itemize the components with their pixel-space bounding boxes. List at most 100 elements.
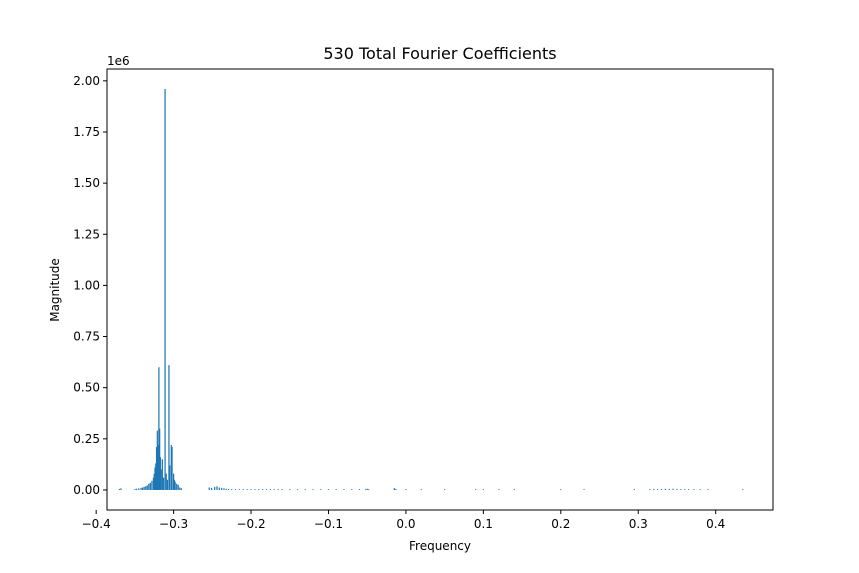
bar: [289, 489, 291, 490]
bar: [281, 489, 283, 490]
bar: [676, 488, 678, 490]
bar: [157, 444, 159, 490]
bar: [420, 489, 423, 490]
bar: [149, 482, 151, 490]
bar: [475, 489, 477, 490]
bar: [707, 489, 709, 490]
bar: [174, 481, 176, 490]
bar: [320, 489, 322, 490]
bar: [265, 489, 268, 490]
bar: [633, 489, 635, 490]
bar: [513, 489, 515, 490]
bar: [162, 477, 165, 490]
bar: [560, 489, 562, 490]
y-axis: 0.00 0.25 0.50 0.75 1.00 1.25 1.50 1.75 2.00: [73, 74, 107, 497]
bar: [668, 488, 670, 490]
bar: [179, 487, 181, 490]
bar: [366, 488, 368, 490]
y-tick-label: 1.50: [73, 176, 100, 190]
x-tick-label: −0.2: [236, 517, 265, 531]
bar: [210, 487, 213, 490]
y-tick-label: 0.25: [73, 432, 100, 446]
bar: [218, 487, 220, 490]
bar: [165, 473, 167, 490]
bar: [277, 489, 279, 490]
bar: [134, 489, 136, 490]
y-tick-label: 1.25: [73, 227, 100, 241]
bar: [258, 489, 260, 490]
x-tick-label: −0.3: [159, 517, 188, 531]
x-tick-label: 0.0: [396, 517, 415, 531]
bar: [660, 488, 663, 490]
x-tick-label: 0.4: [706, 517, 725, 531]
bar: [216, 486, 218, 490]
chart-title: 530 Total Fourier Coefficients: [323, 44, 556, 63]
bar: [153, 473, 155, 490]
bar: [234, 489, 237, 490]
bar: [684, 489, 686, 490]
bar: [160, 469, 162, 490]
plot-frame: [106, 68, 774, 511]
x-tick-label: 0.3: [629, 517, 648, 531]
y-tick-label: 2.00: [73, 74, 100, 88]
bar: [656, 489, 659, 490]
bar: [693, 489, 695, 490]
bar: [170, 444, 172, 490]
bar: [180, 488, 182, 490]
bar: [583, 489, 585, 490]
y-axis-label: Magnitude: [48, 258, 62, 322]
bar: [664, 488, 666, 490]
bar: [161, 459, 163, 490]
bar: [220, 487, 223, 490]
bar: [155, 447, 158, 490]
bar: [177, 484, 179, 490]
bar: [672, 488, 674, 490]
bar: [680, 489, 682, 490]
bar: [395, 488, 397, 490]
x-axis-label: Frequency: [409, 539, 471, 553]
bar: [138, 488, 140, 490]
bar: [343, 489, 345, 490]
bar: [158, 367, 160, 490]
bar: [368, 489, 370, 490]
bar: [142, 487, 144, 490]
bar: [327, 489, 330, 490]
bar: [168, 365, 170, 490]
bar: [365, 489, 367, 490]
bar: [742, 489, 744, 490]
bar: [699, 489, 701, 490]
bar: [140, 487, 142, 490]
bar: [154, 467, 156, 490]
bar: [156, 430, 158, 490]
y-tick-label: 0.75: [73, 330, 100, 344]
bar: [171, 447, 173, 490]
y-tick-label: 1.75: [73, 125, 100, 139]
bar: [172, 473, 175, 490]
bar: [169, 465, 171, 490]
bar: [482, 489, 484, 490]
y-axis-offset-label: 1e6: [107, 54, 130, 68]
bar: [269, 489, 272, 490]
bar: [246, 489, 248, 490]
bar: [155, 463, 157, 490]
bar: [145, 486, 147, 490]
bars-group: [118, 89, 744, 490]
bar: [262, 489, 264, 490]
bar: [166, 479, 169, 490]
bar: [208, 487, 210, 490]
x-tick-label: −0.4: [82, 517, 111, 531]
bar: [444, 489, 446, 490]
bar: [254, 489, 256, 490]
bar: [296, 489, 299, 490]
bar: [358, 489, 361, 490]
y-tick-label: 0.50: [73, 381, 100, 395]
y-tick-label: 0.00: [73, 483, 100, 497]
bar: [173, 479, 175, 490]
bar: [250, 489, 252, 490]
bar: [393, 488, 395, 490]
x-tick-label: 0.2: [551, 517, 570, 531]
bar: [118, 488, 121, 490]
bar: [238, 489, 241, 490]
